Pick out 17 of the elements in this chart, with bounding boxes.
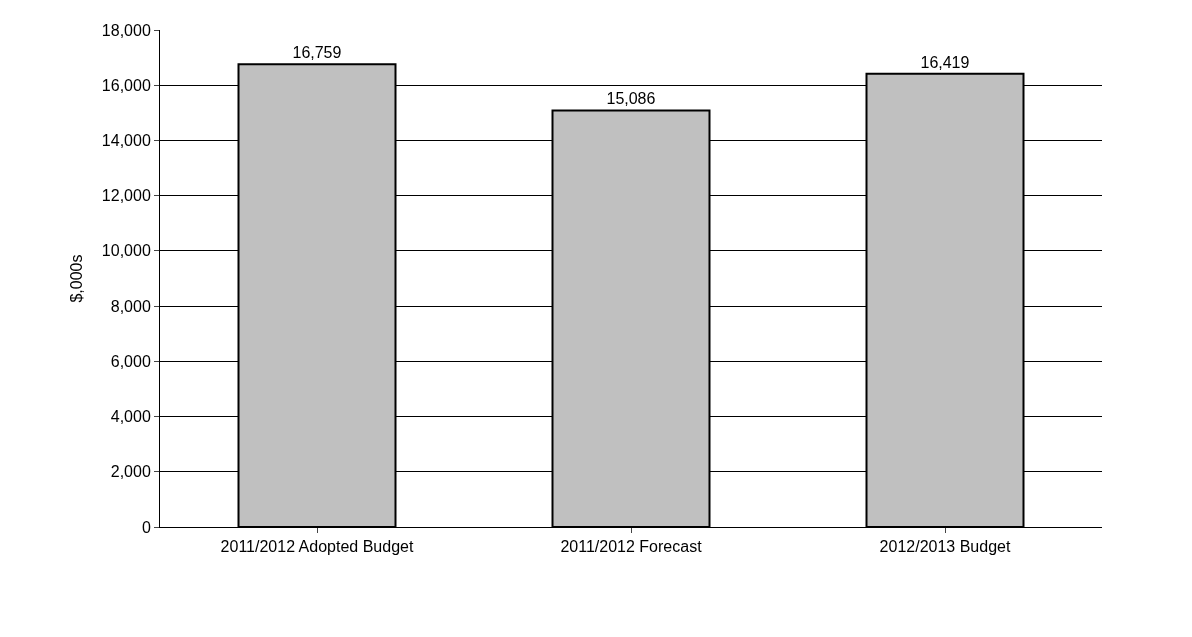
data-label: 15,086: [606, 90, 656, 108]
y-tick-label: 8,000: [110, 297, 151, 315]
y-tick-label: 12,000: [101, 187, 151, 205]
y-axis-title: $,000s: [67, 254, 85, 303]
y-tick-label: 18,000: [101, 21, 151, 39]
x-tick-label: 2012/2013 Budget: [879, 538, 1011, 556]
y-tick-label: 2,000: [110, 463, 151, 481]
y-tick-label: 4,000: [110, 408, 151, 426]
y-tick-label: 14,000: [101, 132, 151, 150]
x-tick-label: 2011/2012 Adopted Budget: [220, 538, 414, 556]
y-tick-label: 10,000: [101, 242, 151, 260]
data-label: 16,419: [920, 53, 970, 71]
y-tick-label: 0: [141, 518, 151, 536]
data-label: 16,759: [292, 44, 342, 62]
y-tick-label: 16,000: [101, 76, 151, 94]
x-tick-label: 2011/2012 Forecast: [560, 538, 703, 556]
y-tick-label: 6,000: [110, 352, 151, 370]
